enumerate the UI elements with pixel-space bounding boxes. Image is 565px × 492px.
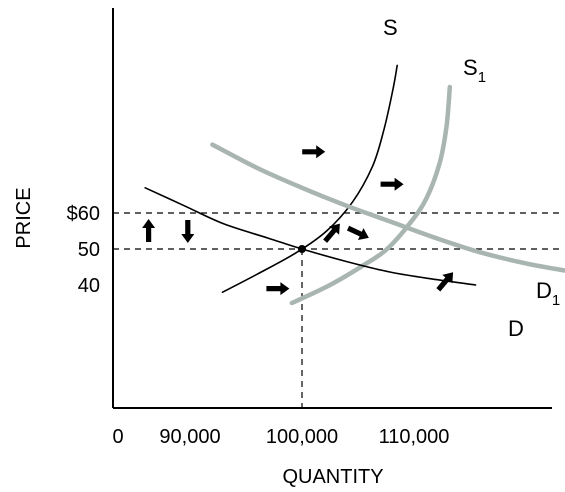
arrow-right-7 (380, 177, 404, 191)
x-axis-title: QUANTITY (282, 466, 383, 488)
arrow-up-right-6 (436, 272, 454, 292)
tick-labels: 0 90,000 100,000 110,000 $60 50 40 (67, 203, 450, 448)
curve-label-d1: D1 (536, 278, 560, 309)
arrow-right-5 (266, 282, 290, 296)
y-tick-label: 40 (78, 275, 100, 297)
arrow-shape (266, 282, 290, 296)
reference-lines (113, 212, 560, 408)
x-tick-label: 0 (112, 426, 123, 448)
arrow-shape (380, 177, 404, 191)
arrow-shape (436, 272, 454, 292)
x-tick-label: 100,000 (266, 426, 338, 448)
arrow-shape (302, 145, 326, 159)
axes (112, 8, 552, 409)
arrow-down-1 (181, 220, 195, 243)
curve-s (221, 64, 398, 293)
x-tick-label: 110,000 (379, 426, 450, 448)
equilibrium-point (298, 245, 306, 253)
arrow-right-2 (302, 145, 326, 159)
x-tick-label: 90,000 (159, 426, 220, 448)
y-axis-title: PRICE (13, 187, 35, 248)
arrow-shape (142, 219, 156, 242)
curve-label-s1: S1 (463, 55, 486, 86)
curve-label-d: D (508, 316, 524, 341)
arrow-up-0 (142, 219, 156, 242)
arrow-down-right-4 (346, 225, 369, 240)
curves: S S1 D D1 (144, 15, 565, 341)
y-tick-label: 50 (78, 239, 100, 261)
curve-s1 (289, 84, 453, 306)
y-tick-label: $60 (67, 203, 100, 225)
curve-d1 (210, 142, 565, 273)
arrow-shape (346, 225, 369, 240)
shift-arrows (142, 145, 454, 296)
arrow-shape (181, 220, 195, 243)
curve-label-s: S (383, 15, 398, 40)
arrow-shape (323, 223, 340, 243)
arrow-up-right-3 (323, 223, 340, 243)
